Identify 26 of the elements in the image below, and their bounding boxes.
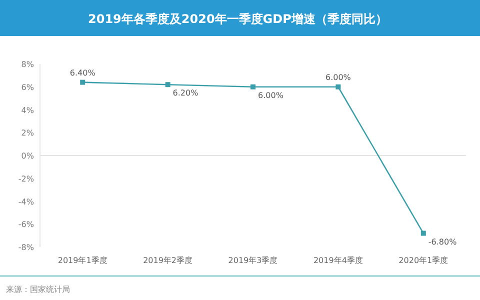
data-label: 6.00% xyxy=(258,90,284,100)
y-tick-label: 0% xyxy=(21,152,34,160)
x-tick-label: 2019年1季度 xyxy=(58,256,108,265)
data-label: 6.20% xyxy=(172,88,199,98)
y-tick-label: 8% xyxy=(21,60,34,69)
x-tick-label: 2020年1季度 xyxy=(398,256,448,265)
y-tick-label: 6% xyxy=(21,82,34,92)
point xyxy=(165,82,170,88)
point xyxy=(250,84,256,90)
y-tick-label: -4% xyxy=(18,197,34,206)
data-label: 6.00% xyxy=(325,72,352,82)
data-label: 6.40% xyxy=(70,68,96,78)
y-tick-label: -6% xyxy=(18,220,34,230)
y-tick-label: 2% xyxy=(21,128,34,138)
x-tick-label: 2019年2季度 xyxy=(143,256,193,265)
y-tick-label: -8% xyxy=(18,243,34,252)
point xyxy=(420,230,426,236)
point xyxy=(80,80,86,85)
point xyxy=(336,84,341,90)
x-tick-label: 2019年4季度 xyxy=(313,256,363,265)
source-note: 来源：国家统计局 xyxy=(6,285,70,294)
y-tick-label: 4% xyxy=(21,106,34,115)
x-tick-label: 2019年3季度 xyxy=(228,256,278,265)
chart-title: 2019年各季度及2020年一季度GDP增速（季度同比） xyxy=(88,12,388,26)
data-label: -6.80% xyxy=(428,237,458,246)
y-tick-label: -2% xyxy=(18,174,34,184)
